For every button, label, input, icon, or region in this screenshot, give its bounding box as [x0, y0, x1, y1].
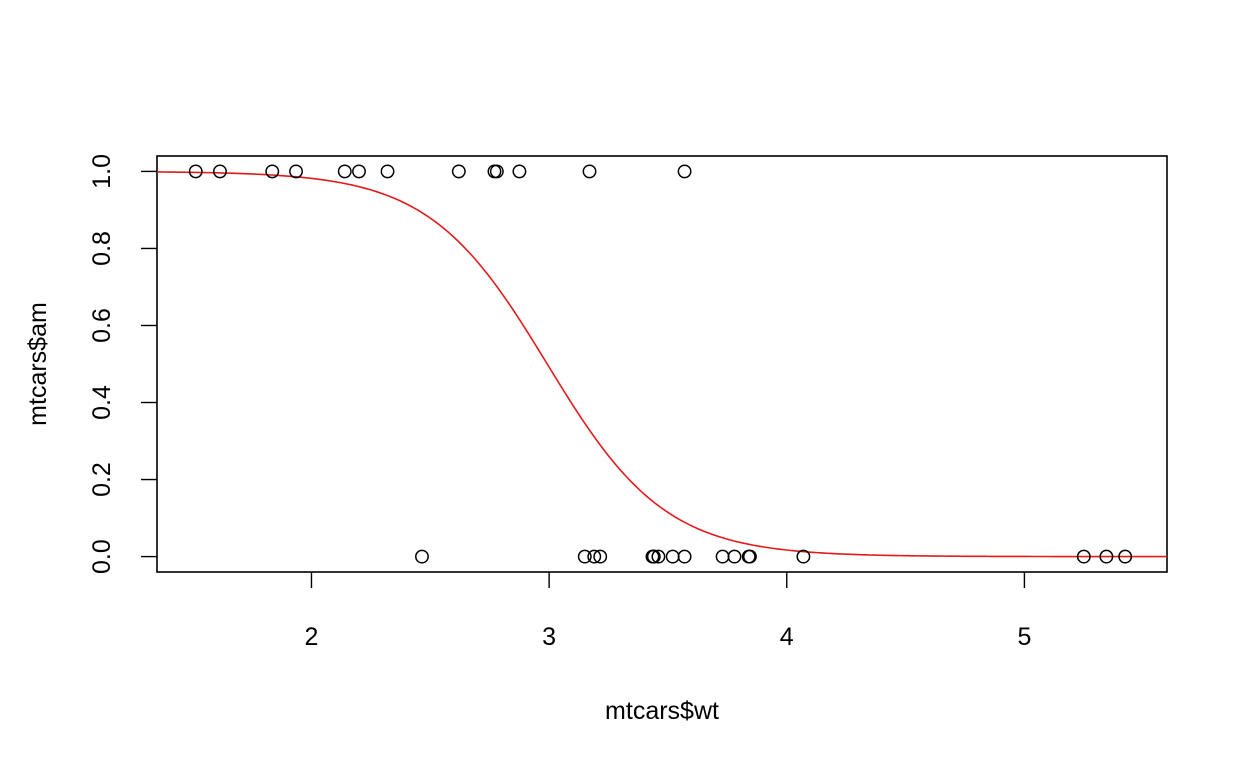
- data-point: [489, 164, 504, 179]
- data-point: [451, 164, 466, 179]
- data-point: [188, 164, 203, 179]
- data-point: [677, 164, 692, 179]
- data-point: [1076, 549, 1091, 564]
- data-point: [265, 164, 280, 179]
- data-point: [582, 164, 597, 179]
- data-point: [213, 164, 227, 179]
- y-tick-label: 0.6: [88, 308, 116, 343]
- x-axis: 2 3 4 5: [305, 572, 1031, 651]
- data-point: [512, 164, 527, 179]
- data-point: [742, 549, 757, 564]
- y-axis: 0.0 0.2 0.4 0.6 0.8 1.0: [88, 154, 157, 574]
- y-tick-label: 0.0: [88, 539, 116, 574]
- data-point: [587, 549, 602, 564]
- data-points: [188, 164, 1133, 564]
- data-point: [727, 549, 742, 564]
- data-point: [715, 549, 730, 564]
- data-point: [352, 164, 366, 179]
- data-point: [337, 164, 352, 179]
- data-point: [677, 549, 692, 564]
- data-point: [665, 549, 680, 564]
- data-point: [796, 549, 811, 564]
- data-point: [289, 164, 303, 179]
- y-tick-label: 0.2: [88, 462, 116, 497]
- data-point: [415, 549, 429, 564]
- data-point: [1118, 549, 1133, 564]
- x-axis-label: mtcars$wt: [605, 697, 719, 725]
- plot-frame: [156, 155, 1168, 573]
- x-tick-label: 5: [1017, 623, 1031, 651]
- y-tick-label: 0.4: [88, 385, 116, 420]
- data-point: [380, 164, 395, 179]
- x-tick-label: 3: [542, 623, 556, 651]
- x-tick-label: 4: [780, 623, 794, 651]
- data-point: [645, 549, 660, 564]
- data-point: [593, 549, 608, 564]
- data-point: [577, 549, 592, 564]
- x-tick-label: 2: [305, 623, 319, 651]
- y-tick-label: 1.0: [88, 154, 116, 189]
- y-tick-label: 0.8: [88, 231, 116, 266]
- fitted-curve: [156, 171, 1167, 558]
- data-point: [1099, 549, 1114, 564]
- data-point: [651, 549, 666, 564]
- y-axis-label: mtcars$am: [24, 302, 52, 426]
